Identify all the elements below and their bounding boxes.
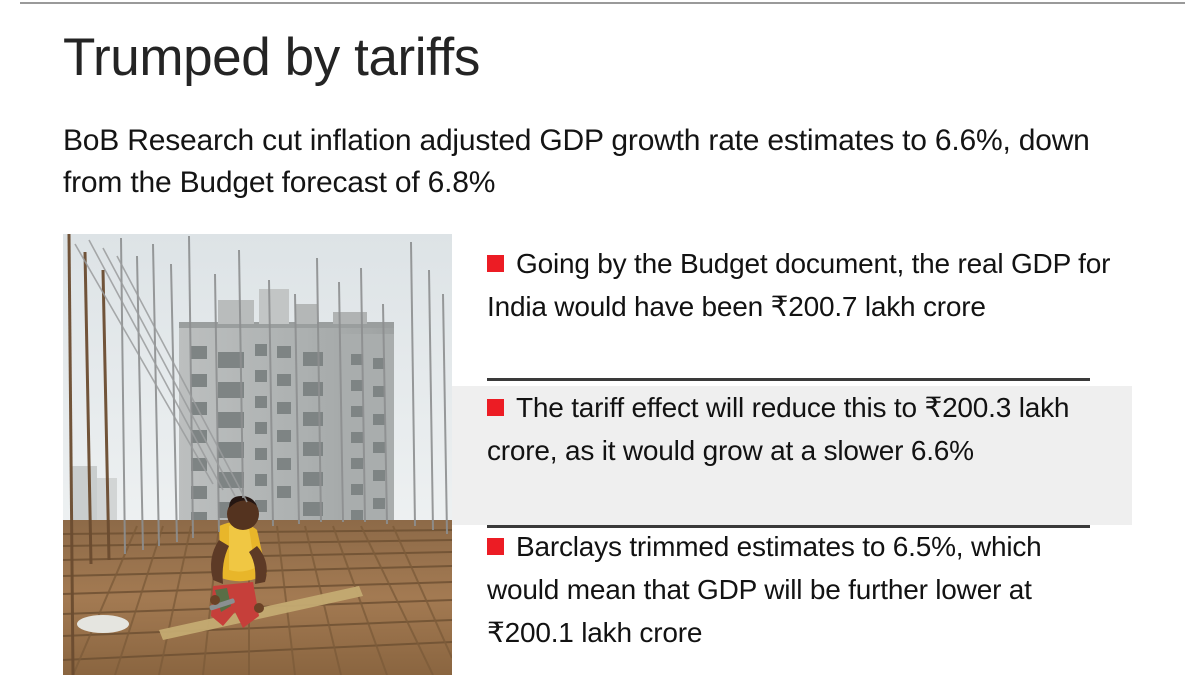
photo-illustration (63, 234, 452, 675)
key-points-list: Going by the Budget document, the real G… (452, 234, 1132, 675)
list-item: The tariff effect will reduce this to ₹2… (452, 386, 1132, 525)
list-divider (487, 378, 1090, 381)
bullet-text: The tariff effect will reduce this to ₹2… (487, 392, 1069, 466)
page-title: Trumped by tariffs (63, 28, 480, 87)
bullet-text: Barclays trimmed estimates to 6.5%, whic… (487, 531, 1042, 648)
bullet-label: The tariff effect will reduce this to ₹2… (487, 392, 1070, 466)
list-divider (487, 525, 1090, 528)
list-item: Barclays trimmed estimates to 6.5%, whic… (452, 525, 1132, 675)
bullet-label: Going by the Budget document, the real G… (487, 248, 1111, 322)
top-divider-rule (20, 2, 1185, 4)
construction-site-photo (63, 234, 452, 675)
list-item: Going by the Budget document, the real G… (452, 242, 1132, 386)
bullet-label: Barclays trimmed estimates to 6.5%, whic… (487, 531, 1042, 648)
red-square-bullet-icon (487, 399, 504, 416)
red-square-bullet-icon (487, 255, 504, 272)
worker-figure (209, 496, 267, 628)
red-square-bullet-icon (487, 538, 504, 555)
subtitle-deck: BoB Research cut inflation adjusted GDP … (63, 124, 1090, 199)
bullet-text: Going by the Budget document, the real G… (487, 248, 1110, 322)
